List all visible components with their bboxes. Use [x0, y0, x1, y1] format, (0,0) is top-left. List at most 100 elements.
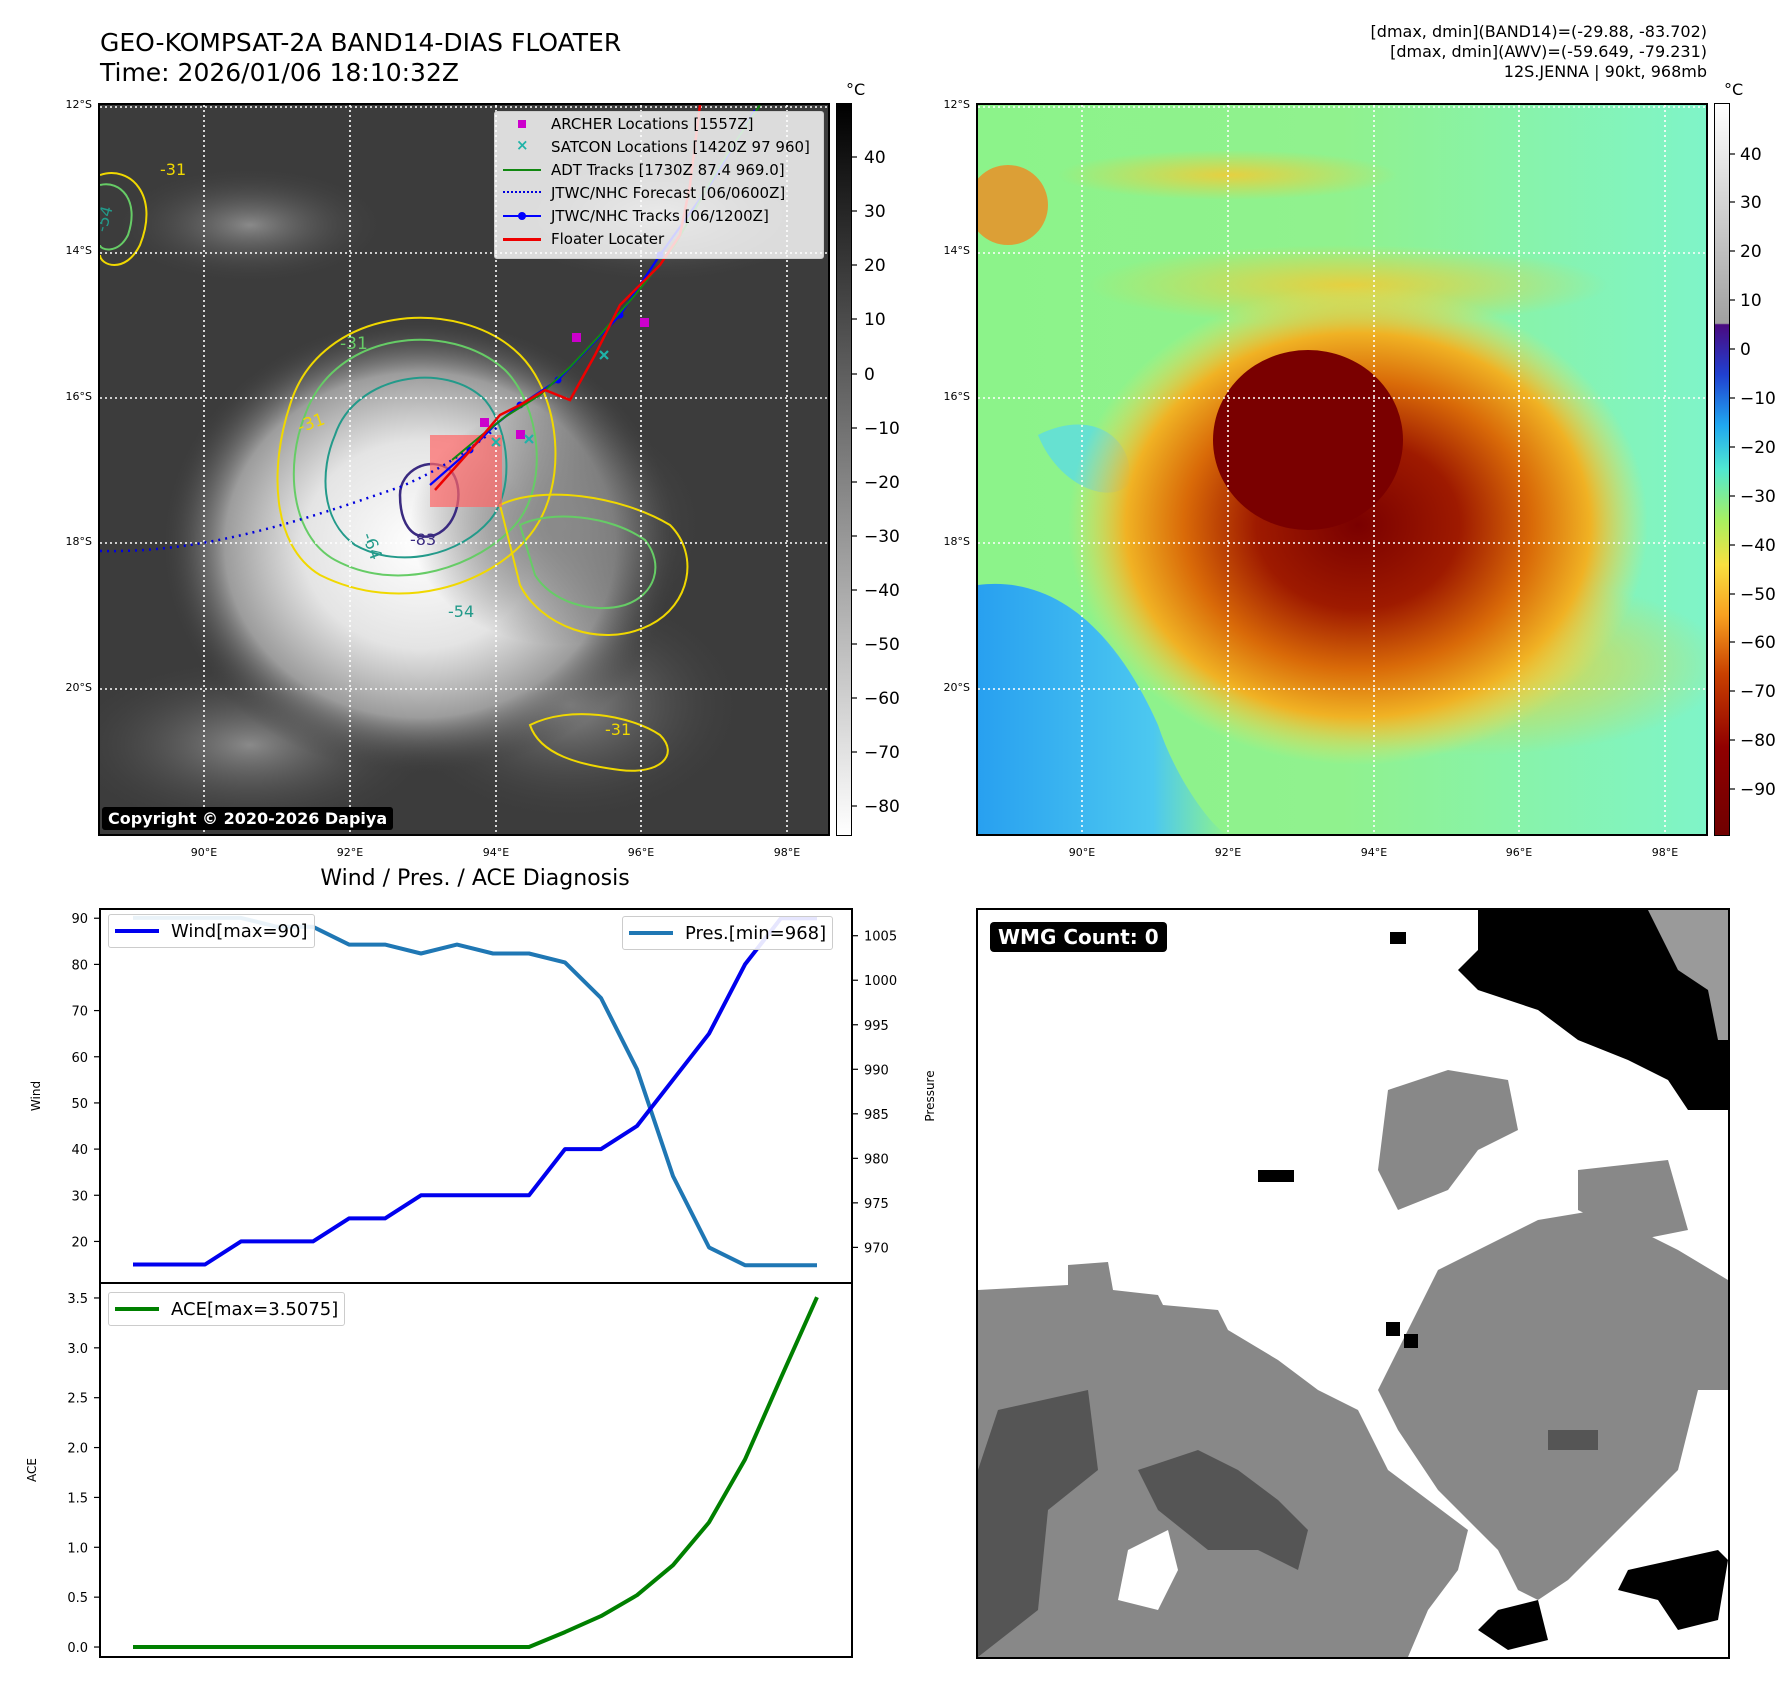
ir-colorbar-unit: °C	[846, 80, 866, 99]
wind-tick-label: 20	[71, 1235, 88, 1250]
ir-tick: 10	[864, 310, 886, 330]
awv-tick: −80	[1740, 731, 1776, 751]
awv-tick: 40	[1740, 145, 1762, 165]
awv-colorbar-unit: °C	[1724, 80, 1744, 99]
ir-tick: 0	[864, 365, 875, 385]
pressure-tick-label: 980	[864, 1152, 889, 1167]
wmg-region-gray-ne	[1578, 1160, 1688, 1240]
ir-tick: −70	[864, 743, 900, 763]
ace-tick-label: 1.5	[67, 1491, 88, 1506]
wmg-region-black-dot	[1258, 1170, 1294, 1182]
ir-colorbar-ticks: 40 30 20 10 0 −10 −20 −30 −40 −50 −60 −7…	[852, 148, 900, 817]
contour-label: -31	[340, 334, 368, 354]
lon-label: 96°E	[628, 846, 654, 859]
ir-tick: −60	[864, 689, 900, 709]
contour-label: -83	[410, 530, 436, 549]
legend-jtwc-tracks: JTWC/NHC Tracks [06/1200Z]	[501, 206, 769, 226]
contour-label: -31	[160, 160, 186, 179]
ace-tick-label: 3.0	[67, 1342, 88, 1357]
lon-label: 90°E	[1069, 846, 1095, 859]
ace-legend: ACE[max=3.5075]	[108, 1292, 346, 1326]
wind-pressure-axes	[99, 908, 853, 1284]
lon-label: 98°E	[1652, 846, 1678, 859]
contour-band-east	[498, 493, 689, 636]
ir-tick: 30	[864, 202, 886, 222]
ir-tick: −20	[864, 473, 900, 493]
awv-tick: −30	[1740, 487, 1776, 507]
wind-series-line	[133, 916, 817, 1267]
awv-colorbar-ticks: 40 30 20 10 0 −10 −20 −30 −40 −50 −60 −7…	[1730, 145, 1776, 800]
awv-dry-region	[978, 583, 1228, 834]
pressure-tick-label: 975	[864, 1197, 889, 1212]
awv-tick: −60	[1740, 633, 1776, 653]
lat-label: 12°S	[66, 98, 92, 111]
awv-tick: 0	[1740, 340, 1751, 360]
lon-label: 94°E	[483, 846, 509, 859]
contour-label: -31	[605, 720, 631, 739]
contour-nw	[100, 172, 148, 266]
lat-label: 20°S	[944, 681, 970, 694]
lat-label: 12°S	[944, 98, 970, 111]
lat-label: 18°S	[944, 535, 970, 548]
wmg-count-label: WMG Count: 0	[990, 922, 1167, 952]
legend-adt: ADT Tracks [1730Z 87.4 969.0]	[501, 160, 785, 180]
awv-tick: −10	[1740, 389, 1776, 409]
ace-tick-label: 2.0	[67, 1442, 88, 1457]
lon-label: 92°E	[1215, 846, 1241, 859]
lat-label: 14°S	[66, 244, 92, 257]
wmg-panel[interactable]: WMG Count: 0	[976, 908, 1730, 1659]
ace-series-line	[133, 1296, 819, 1649]
lat-label: 18°S	[66, 535, 92, 548]
satcon-locations	[491, 350, 609, 447]
wind-tick-label: 40	[71, 1143, 88, 1158]
wind-tick-label: 30	[71, 1189, 88, 1204]
pressure-axis-label: Pressure	[923, 1070, 937, 1121]
ir-tick: 20	[864, 256, 886, 276]
ace-axis-label: ACE	[25, 1458, 39, 1482]
lon-label: 96°E	[1506, 846, 1532, 859]
ace-tick-label: 3.5	[67, 1292, 88, 1307]
legend-jtwc-forecast: JTWC/NHC Forecast [06/0600Z]	[501, 183, 785, 203]
lat-label: 20°S	[66, 681, 92, 694]
ir-lat-axis: 12°S 14°S 16°S 18°S 20°S	[66, 98, 92, 694]
awv-tick: −90	[1740, 780, 1776, 800]
copyright-label: Copyright © 2020-2026 Dapiya	[102, 807, 394, 830]
awv-eye-region	[1213, 350, 1403, 530]
awv-panel[interactable]	[976, 103, 1708, 836]
ace-axes	[99, 1282, 853, 1658]
ir-tick: −40	[864, 581, 900, 601]
ir-panel[interactable]: -54 -31 -31 -64 -83 -54 -31 -31	[98, 103, 830, 836]
lat-label: 16°S	[944, 390, 970, 403]
ir-lon-axis: 90°E 92°E 94°E 96°E 98°E	[191, 846, 800, 859]
contour-south	[528, 713, 669, 772]
contour-label: -54	[448, 602, 474, 621]
lon-label: 98°E	[774, 846, 800, 859]
wmg-region-black-s	[1478, 1600, 1548, 1650]
wmg-region-black	[1458, 910, 1728, 1110]
contour-inner	[324, 376, 508, 559]
awv-tick: 30	[1740, 193, 1762, 213]
ir-legend: ARCHER Locations [1557Z] × SATCON Locati…	[494, 111, 824, 259]
diagnosis-chart[interactable]: Wind Pressure ACE 20 30 40 50 60 70 80 90 970 97…	[0, 890, 970, 1670]
figure-time: Time: 2026/01/06 18:10:32Z	[100, 58, 459, 87]
wmg-region-lightgray	[1648, 910, 1728, 1040]
wind-axis-label: Wind	[29, 1081, 43, 1111]
info-band14-range: [dmax, dmin](BAND14)=(-29.88, -83.702)	[1370, 22, 1707, 41]
wmg-region-white	[1118, 1530, 1178, 1610]
legend-satcon: × SATCON Locations [1420Z 97 960]	[516, 136, 810, 156]
lon-label: 90°E	[191, 846, 217, 859]
diagnosis-title: Wind / Pres. / ACE Diagnosis	[320, 866, 630, 891]
wmg-region-gray	[978, 1262, 1468, 1657]
awv-tick: 10	[1740, 291, 1762, 311]
ace-tick-label: 1.0	[67, 1541, 88, 1556]
awv-tick: −70	[1740, 682, 1776, 702]
ir-tick: −80	[864, 797, 900, 817]
ir-tick: −30	[864, 527, 900, 547]
awv-tick: −40	[1740, 536, 1776, 556]
wind-legend: Wind[max=90]	[108, 914, 315, 948]
legend-archer: ARCHER Locations [1557Z]	[501, 114, 754, 134]
awv-tick: −20	[1740, 438, 1776, 458]
wind-tick-label: 90	[71, 912, 88, 927]
floater-box	[430, 435, 502, 507]
wind-tick-label: 80	[71, 958, 88, 973]
